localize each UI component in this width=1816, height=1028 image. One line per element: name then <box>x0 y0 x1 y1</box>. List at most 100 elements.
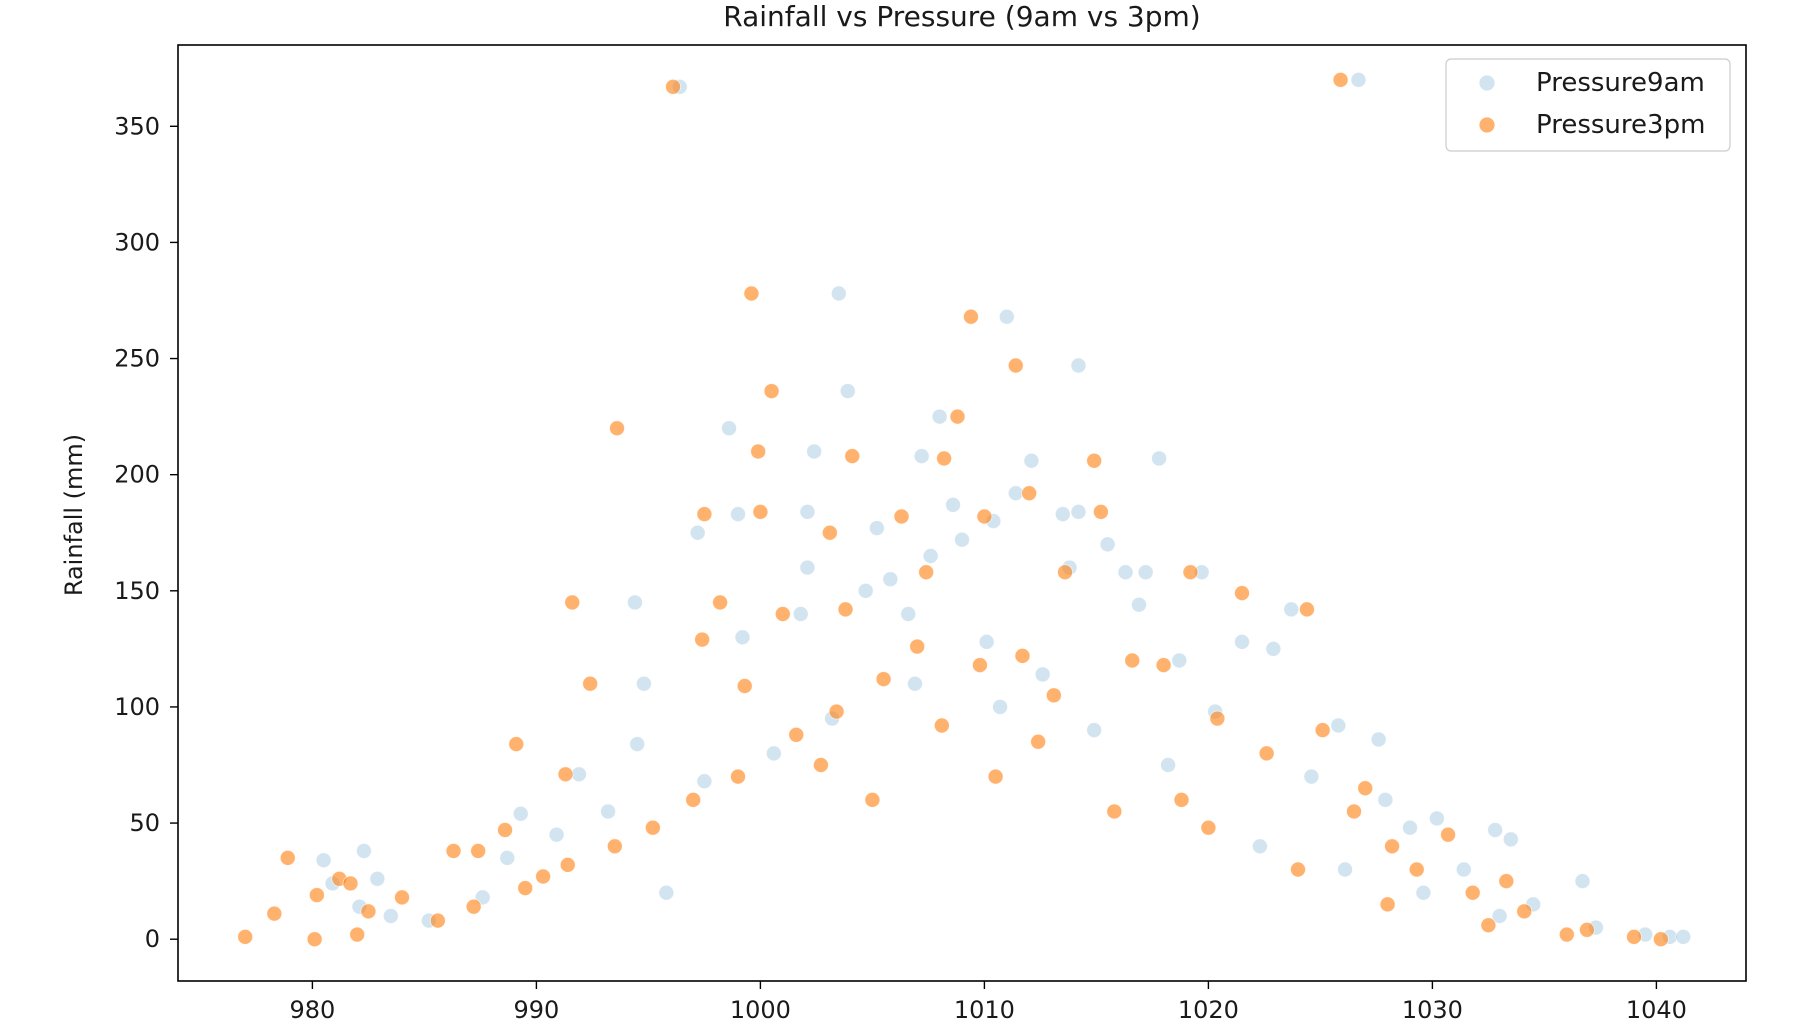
data-point <box>882 571 899 588</box>
data-point <box>1173 791 1190 808</box>
data-point <box>750 443 767 460</box>
data-point <box>1480 917 1497 934</box>
data-point <box>606 838 623 855</box>
data-point <box>1675 928 1692 945</box>
data-point <box>1370 731 1387 748</box>
data-point <box>1464 884 1481 901</box>
data-point <box>936 450 952 467</box>
data-point <box>1182 564 1199 581</box>
data-point <box>998 308 1015 325</box>
data-point <box>868 520 885 536</box>
y-tick-label: 100 <box>114 693 160 721</box>
data-point <box>1314 722 1331 739</box>
data-point <box>609 420 625 437</box>
y-tick-label: 350 <box>114 112 160 140</box>
plot-frame <box>177 44 1747 982</box>
data-point <box>978 634 995 650</box>
data-point <box>830 285 847 302</box>
data-point <box>429 912 446 929</box>
data-point <box>1384 838 1400 855</box>
y-tick-label: 0 <box>145 925 160 953</box>
data-point <box>1106 803 1123 820</box>
data-point <box>972 657 988 674</box>
y-tick-label: 300 <box>114 228 160 256</box>
data-point <box>629 736 646 752</box>
data-point <box>1415 884 1432 901</box>
data-point <box>893 508 910 525</box>
data-point <box>1131 596 1147 613</box>
legend-marker-pressure3pm <box>1478 116 1496 134</box>
legend-label-pressure9am: Pressure9am <box>1536 68 1705 98</box>
data-point <box>665 78 681 95</box>
series-pressure9am <box>315 71 1692 945</box>
x-tick-label: 990 <box>513 996 559 1024</box>
data-point <box>837 601 854 618</box>
data-point <box>1377 791 1394 808</box>
legend: Pressure9am Pressure3pm <box>1445 58 1731 152</box>
data-point <box>1234 634 1250 650</box>
data-point <box>1579 922 1595 938</box>
data-point <box>992 699 1008 715</box>
series-pressure3pm <box>237 71 1669 948</box>
data-point <box>1652 931 1669 948</box>
data-point <box>559 856 576 873</box>
data-point <box>844 448 861 464</box>
data-point <box>1516 903 1533 920</box>
data-point <box>812 757 829 773</box>
data-point <box>394 889 410 906</box>
data-point <box>497 822 513 838</box>
data-point <box>627 594 643 611</box>
data-point <box>508 736 525 752</box>
data-point <box>689 524 706 541</box>
data-point <box>1283 601 1300 618</box>
data-point <box>636 675 652 692</box>
data-point <box>857 582 874 599</box>
data-point <box>730 506 746 523</box>
data-point <box>730 768 746 785</box>
x-tick-label: 1000 <box>730 996 791 1024</box>
data-point <box>465 898 482 915</box>
data-point <box>913 448 930 464</box>
data-point <box>308 887 325 903</box>
data-point <box>1171 652 1188 669</box>
data-point <box>557 766 574 783</box>
data-point <box>1030 733 1047 750</box>
data-point <box>1045 687 1062 704</box>
data-point <box>382 908 399 924</box>
data-point <box>1057 564 1073 581</box>
data-point <box>1209 710 1226 727</box>
data-point <box>696 773 713 790</box>
data-point <box>799 503 816 520</box>
data-point <box>1290 861 1306 878</box>
x-tick-label: 1010 <box>954 996 1015 1024</box>
data-point <box>900 606 917 622</box>
data-point <box>774 606 791 622</box>
data-point <box>1086 452 1103 469</box>
data-point <box>864 791 881 808</box>
legend-frame <box>1445 58 1731 152</box>
data-point <box>743 285 760 302</box>
y-axis: 0 50 100 150 200 250 300 350 <box>114 112 178 953</box>
data-point <box>1007 485 1024 502</box>
data-point <box>266 905 283 922</box>
y-axis-label: Rainfall (mm) <box>60 434 88 596</box>
data-point <box>1265 640 1282 657</box>
data-point <box>644 819 661 836</box>
data-point <box>806 443 823 460</box>
data-point <box>1332 71 1349 88</box>
data-point <box>922 548 939 564</box>
x-tick-label: 1020 <box>1178 996 1239 1024</box>
y-tick-label: 250 <box>114 345 160 373</box>
data-point <box>512 805 529 822</box>
data-point <box>1303 768 1320 785</box>
data-point <box>1408 861 1425 878</box>
plot-area <box>237 71 1692 948</box>
data-point <box>1337 861 1353 878</box>
chart-title: Rainfall vs Pressure (9am vs 3pm) <box>723 0 1200 33</box>
data-point <box>369 870 386 887</box>
data-point <box>1558 926 1575 943</box>
data-point <box>1330 717 1347 734</box>
data-point <box>976 508 993 525</box>
data-point <box>1086 722 1103 739</box>
